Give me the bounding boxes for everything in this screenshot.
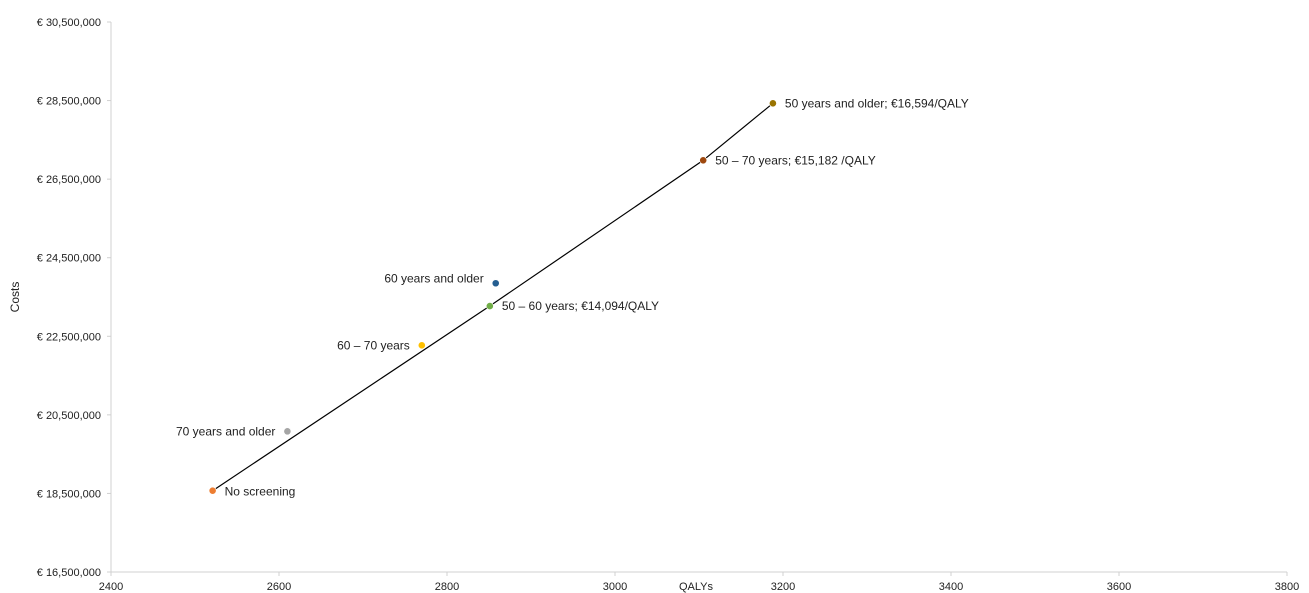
point-50-years-and-older (769, 100, 776, 107)
point-50-70-years (700, 157, 707, 164)
frontier-line (213, 103, 773, 490)
x-tick-label: 3600 (1107, 581, 1131, 593)
x-tick-label: 3000 (603, 581, 627, 593)
x-tick-label: 3400 (939, 581, 963, 593)
y-tick-label: € 26,500,000 (37, 174, 101, 186)
label-70-years-and-older: 70 years and older (176, 424, 275, 438)
y-tick-label: € 16,500,000 (37, 567, 101, 579)
point-60-70-years (418, 342, 425, 349)
label-60-years-and-older: 60 years and older (384, 271, 483, 285)
y-tick-label: € 18,500,000 (37, 488, 101, 500)
point-no-screening (209, 487, 216, 494)
efficiency-frontier (213, 103, 773, 490)
point-50-60-years (486, 302, 493, 309)
y-tick-label: € 22,500,000 (37, 331, 101, 343)
x-tick-label: 2600 (267, 581, 291, 593)
label-50-70-years: 50 – 70 years; €15,182 /QALY (715, 153, 876, 167)
x-tick-label: 2400 (99, 581, 123, 593)
point-60-years-and-older (492, 280, 499, 287)
y-tick-label: € 28,500,000 (37, 96, 101, 108)
label-50-60-years: 50 – 60 years; €14,094/QALY (502, 299, 659, 313)
label-50-years-and-older: 50 years and older; €16,594/QALY (785, 96, 969, 110)
y-axis-title: Costs (8, 282, 22, 313)
label-60-70-years: 60 – 70 years (337, 338, 410, 352)
y-tick-label: € 30,500,000 (37, 17, 101, 29)
x-tick-label: 2800 (435, 581, 459, 593)
label-no-screening: No screening (225, 485, 296, 499)
data-points (209, 100, 776, 495)
x-tick-label: 3200 (771, 581, 795, 593)
y-tick-label: € 20,500,000 (37, 410, 101, 422)
data-labels: No screening 70 years and older 60 – 70 ye… (176, 96, 969, 498)
x-tick-label: 3800 (1275, 581, 1299, 593)
y-tick-label: € 24,500,000 (37, 253, 101, 265)
point-70-years-and-older (284, 428, 291, 435)
x-axis-title: QALYs (679, 581, 714, 593)
